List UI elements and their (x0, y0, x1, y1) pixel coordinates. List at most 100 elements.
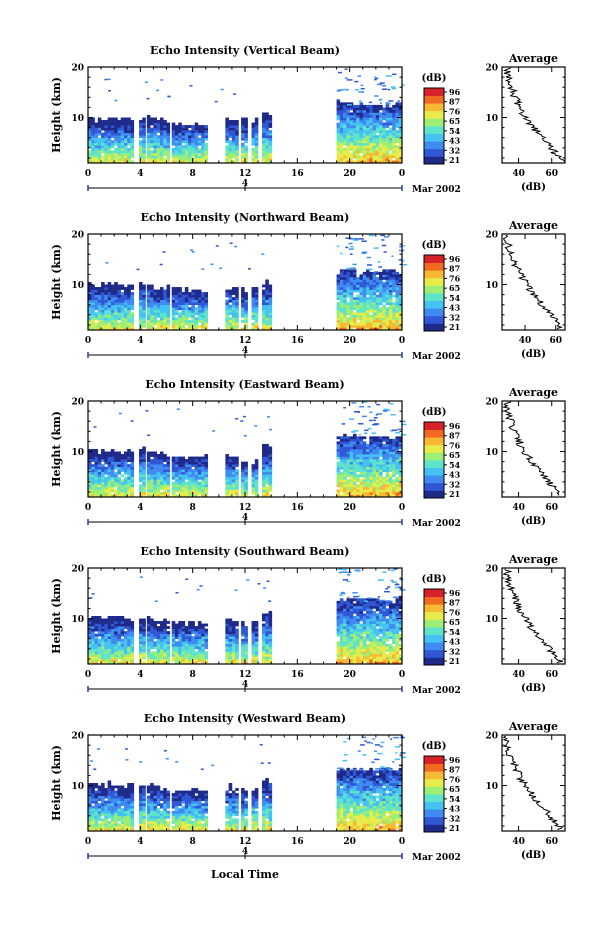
heatmap-cell (163, 621, 167, 624)
heatmap-cell (359, 274, 364, 278)
heatmap-cell (153, 651, 157, 655)
heatmap-cell (219, 267, 223, 270)
heatmap-cell (349, 317, 354, 321)
heatmap-cell (163, 479, 167, 483)
heatmap-cell (97, 150, 102, 154)
heatmap-cell (262, 299, 266, 303)
heatmap-cell (369, 307, 373, 311)
heatmap-cell (181, 636, 186, 640)
heatmap-cell (171, 292, 176, 295)
heatmap-cell (369, 117, 373, 121)
heatmap-cell (130, 132, 135, 136)
heatmap-cell (171, 289, 176, 293)
heatmap-cell (369, 419, 373, 422)
heatmap-cell (171, 140, 176, 144)
heatmap-cell (166, 132, 171, 136)
heatmap-cell (369, 438, 373, 442)
heatmap-cell (336, 464, 341, 467)
heatmap-cell (123, 314, 128, 318)
heatmap-cell (362, 292, 367, 295)
heatmap-cell (178, 484, 182, 488)
heatmap-cell (359, 279, 364, 283)
average-y-tick-label: 10 (485, 281, 498, 291)
heatmap-cell (388, 456, 393, 460)
heatmap-cell (91, 160, 95, 164)
heatmap-cell (346, 140, 350, 144)
heatmap-cell (104, 137, 108, 141)
heatmap-cell (336, 307, 341, 311)
heatmap-cell (197, 658, 202, 662)
heatmap-cell (188, 130, 192, 133)
heatmap-cell (166, 461, 171, 465)
heatmap-cell (184, 322, 189, 326)
heatmap-cell (231, 481, 236, 485)
heatmap-cell (336, 284, 341, 288)
heatmap-cell (228, 322, 233, 326)
heatmap-cell (392, 117, 396, 121)
heatmap-cell (88, 292, 92, 295)
heatmap-cell (130, 125, 135, 128)
heatmap-cell (366, 309, 370, 313)
heatmap-cell (268, 327, 273, 331)
heatmap-cell (346, 109, 350, 113)
heatmap-cell (359, 120, 364, 123)
heatmap-cell (127, 636, 131, 640)
heatmap-cell (153, 160, 157, 164)
heatmap-cell (104, 479, 108, 483)
heatmap-cell (352, 297, 357, 300)
heatmap-cell (251, 155, 256, 159)
heatmap-cell (379, 481, 383, 485)
heatmap-cell (104, 486, 108, 490)
heatmap-cell (160, 79, 164, 81)
heatmap-cell (388, 130, 393, 133)
heatmap-cell (197, 461, 202, 465)
heatmap-cell (339, 312, 344, 316)
heatmap-cell (235, 135, 239, 139)
heatmap-cell (150, 651, 154, 655)
heatmap-cell (117, 127, 122, 131)
heatmap-cell (117, 648, 122, 652)
heatmap-cell (339, 160, 344, 164)
heatmap-cell (178, 135, 182, 139)
heatmap-cell (144, 81, 148, 83)
heatmap-cell (244, 489, 248, 493)
heatmap-cell (379, 157, 383, 161)
heatmap-cell (235, 327, 239, 331)
heatmap-cell (130, 284, 135, 288)
heatmap-cell (234, 245, 238, 248)
heatmap-cell (392, 276, 396, 280)
heatmap-cell (382, 304, 386, 308)
heatmap-cell (104, 638, 108, 642)
heatmap-cell (175, 623, 179, 627)
heatmap-cell (201, 140, 205, 144)
heatmap-cell (336, 648, 341, 652)
heatmap-cell (178, 125, 182, 128)
heatmap-cell (110, 618, 115, 622)
heatmap-cell (181, 646, 186, 650)
heatmap-cell (244, 327, 248, 331)
heatmap-cell (197, 299, 202, 303)
heatmap-cell (375, 104, 380, 108)
heatmap-cell (228, 466, 233, 470)
heatmap-cell (159, 456, 164, 460)
heatmap-cell (94, 623, 99, 627)
x-tick-label: 0 (85, 503, 91, 513)
heatmap-cell (343, 299, 347, 303)
heatmap-cell (194, 327, 199, 331)
heatmap-cell (117, 471, 122, 475)
heatmap-cell (395, 152, 400, 156)
heatmap-cell (191, 471, 195, 475)
heatmap-cell (235, 302, 239, 306)
heatmap-cell (107, 142, 112, 146)
heatmap-cell (379, 474, 383, 478)
heatmap-cell (171, 127, 176, 131)
heatmap-cell (114, 648, 118, 652)
heatmap-cell (91, 142, 95, 146)
heatmap-cell (104, 152, 108, 156)
heatmap-cell (114, 651, 118, 655)
heatmap-cell (159, 302, 164, 306)
heatmap-cell (184, 481, 189, 485)
heatmap-cell (120, 127, 125, 131)
heatmap-cell (339, 125, 344, 128)
heatmap-cell (156, 476, 161, 480)
